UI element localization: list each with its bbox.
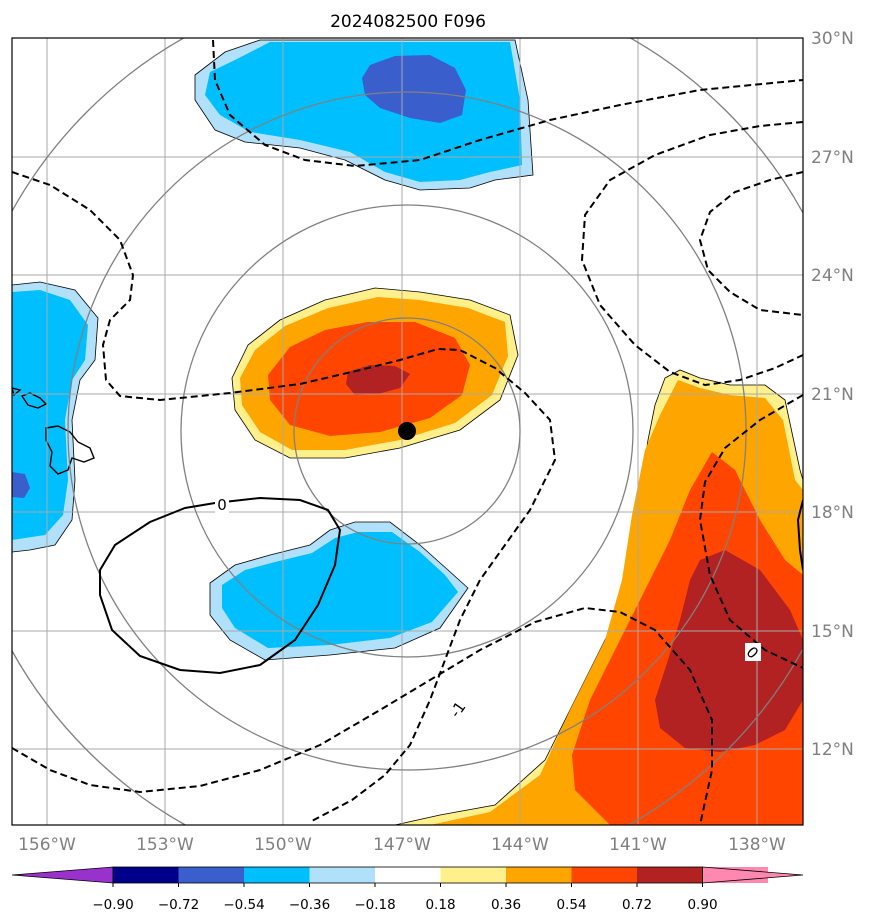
colorbar-extend-low <box>11 866 114 884</box>
colorbar: −0.90 −0.72 −0.54 −0.36 −0.18 0.18 0.36 0.54 0.7… <box>11 866 804 913</box>
colorbar-tick-label: 0.36 <box>491 897 521 913</box>
lat-label-18n: 18°N <box>811 503 854 523</box>
colorbar-tick-label: 0.90 <box>687 897 717 913</box>
map-panel: 0 -1 0 <box>12 38 803 825</box>
colorbar-outline <box>112 866 703 884</box>
lon-label-150w: 150°W <box>254 835 312 855</box>
lon-label-141w: 141°W <box>609 835 667 855</box>
colorbar-tick-label: −0.54 <box>223 897 264 913</box>
colorbar-tick-label: 0.72 <box>622 897 652 913</box>
lat-label-12n: 12°N <box>811 740 854 760</box>
lat-label-27n: 27°N <box>811 148 854 168</box>
lat-label-30n: 30°N <box>811 29 854 49</box>
lat-label-15n: 15°N <box>811 622 854 642</box>
colorbar-tick-label: −0.18 <box>354 897 395 913</box>
colorbar-segment <box>375 867 441 883</box>
lat-label-21n: 21°N <box>811 385 854 405</box>
negative-anomaly-west-max <box>12 472 30 498</box>
colorbar-tick-label: −0.72 <box>158 897 199 913</box>
colorbar-segment <box>178 867 244 883</box>
negative-anomaly-north-max <box>362 55 466 123</box>
lon-label-153w: 153°W <box>136 835 194 855</box>
colorbar-segment <box>637 867 703 883</box>
contour-label-zero-solid: 0 <box>217 496 227 514</box>
colorbar-tick-label: 0.54 <box>556 897 586 913</box>
lon-label-147w: 147°W <box>373 835 431 855</box>
longitude-labels: 156°W 153°W 150°W 147°W 144°W 141°W 138°… <box>18 835 786 855</box>
storm-center-marker <box>398 422 416 440</box>
colorbar-tick-label: −0.90 <box>92 897 133 913</box>
colorbar-segment <box>244 867 310 883</box>
lon-label-144w: 144°W <box>491 835 549 855</box>
negative-anomaly-west-core <box>12 290 88 540</box>
positive-anomaly-east-max <box>655 550 803 752</box>
colorbar-segment <box>309 867 375 883</box>
map-title: 2024082500 F096 <box>330 12 486 32</box>
colorbar-segment <box>113 867 179 883</box>
lon-label-138w: 138°W <box>728 835 786 855</box>
lat-label-24n: 24°N <box>811 266 854 286</box>
dashed-contours <box>12 39 803 825</box>
colorbar-tick-label: −0.36 <box>289 897 330 913</box>
colorbar-segment <box>571 867 637 883</box>
lon-label-156w: 156°W <box>18 835 76 855</box>
zero-contour-east-edge <box>796 499 803 571</box>
colorbar-tick-label: 0.18 <box>425 897 455 913</box>
colorbar-segment <box>440 867 506 883</box>
colorbar-segment <box>506 867 572 883</box>
positive-anomaly-center-max <box>346 365 410 395</box>
map-border <box>11 37 804 826</box>
coastline-hawaii <box>12 387 95 475</box>
latitude-labels: 30°N 27°N 24°N 21°N 18°N 15°N 12°N <box>811 29 854 760</box>
zero-contour-solid <box>99 496 342 675</box>
